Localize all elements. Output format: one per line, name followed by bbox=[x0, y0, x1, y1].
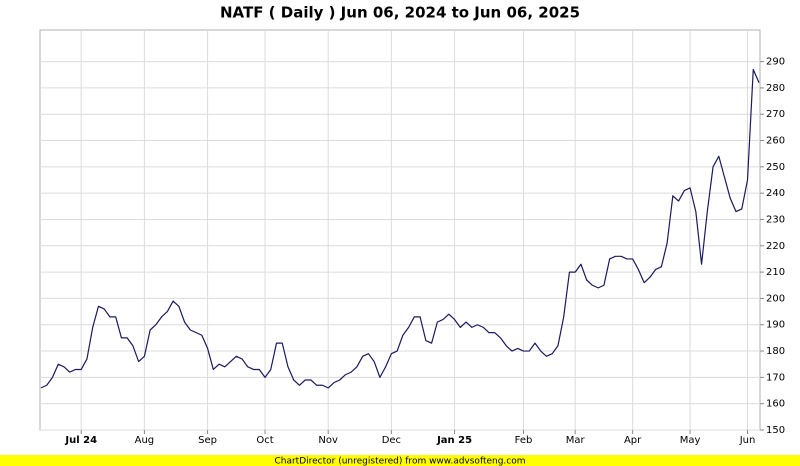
footer: ChartDirector (unregistered) from www.ad… bbox=[274, 457, 525, 466]
y-tick-label: 280 bbox=[766, 83, 785, 94]
price-line bbox=[40, 68, 760, 389]
x-tick-label: May bbox=[680, 435, 701, 446]
x-tick-label: Oct bbox=[256, 435, 273, 446]
x-tick-label: Dec bbox=[382, 435, 401, 446]
y-tick-label: 290 bbox=[766, 57, 785, 68]
y-tick-label: 180 bbox=[766, 346, 785, 357]
x-tick-label: Jul 24 bbox=[64, 435, 97, 446]
y-tick-label: 230 bbox=[766, 214, 785, 225]
y-tick-label: 260 bbox=[766, 136, 785, 147]
y-tick-label: 150 bbox=[766, 425, 785, 436]
chart-title: NATF ( Daily ) Jun 06, 2024 to Jun 06, 2… bbox=[220, 4, 580, 22]
x-tick-label: Feb bbox=[515, 435, 533, 446]
y-tick-label: 240 bbox=[766, 188, 785, 199]
x-tick-label: Aug bbox=[135, 435, 155, 446]
y-tick-label: 160 bbox=[766, 399, 785, 410]
footer-bar bbox=[0, 455, 800, 466]
x-tick-label: Jun bbox=[739, 435, 756, 446]
y-tick-label: 250 bbox=[766, 162, 785, 173]
y-tick-label: 170 bbox=[766, 372, 785, 383]
y-tick-label: 210 bbox=[766, 267, 785, 278]
y-tick-label: 220 bbox=[766, 241, 785, 252]
x-tick-label: Mar bbox=[566, 435, 586, 446]
x-tick-label: Apr bbox=[624, 435, 642, 446]
x-tick-label: Nov bbox=[318, 435, 338, 446]
y-tick-label: 190 bbox=[766, 320, 785, 331]
y-tick-label: 200 bbox=[766, 293, 785, 304]
plot-area bbox=[39, 29, 761, 431]
x-tick-label: Sep bbox=[198, 435, 217, 446]
y-tick-label: 270 bbox=[766, 109, 785, 120]
x-tick-label: Jan 25 bbox=[436, 435, 472, 446]
